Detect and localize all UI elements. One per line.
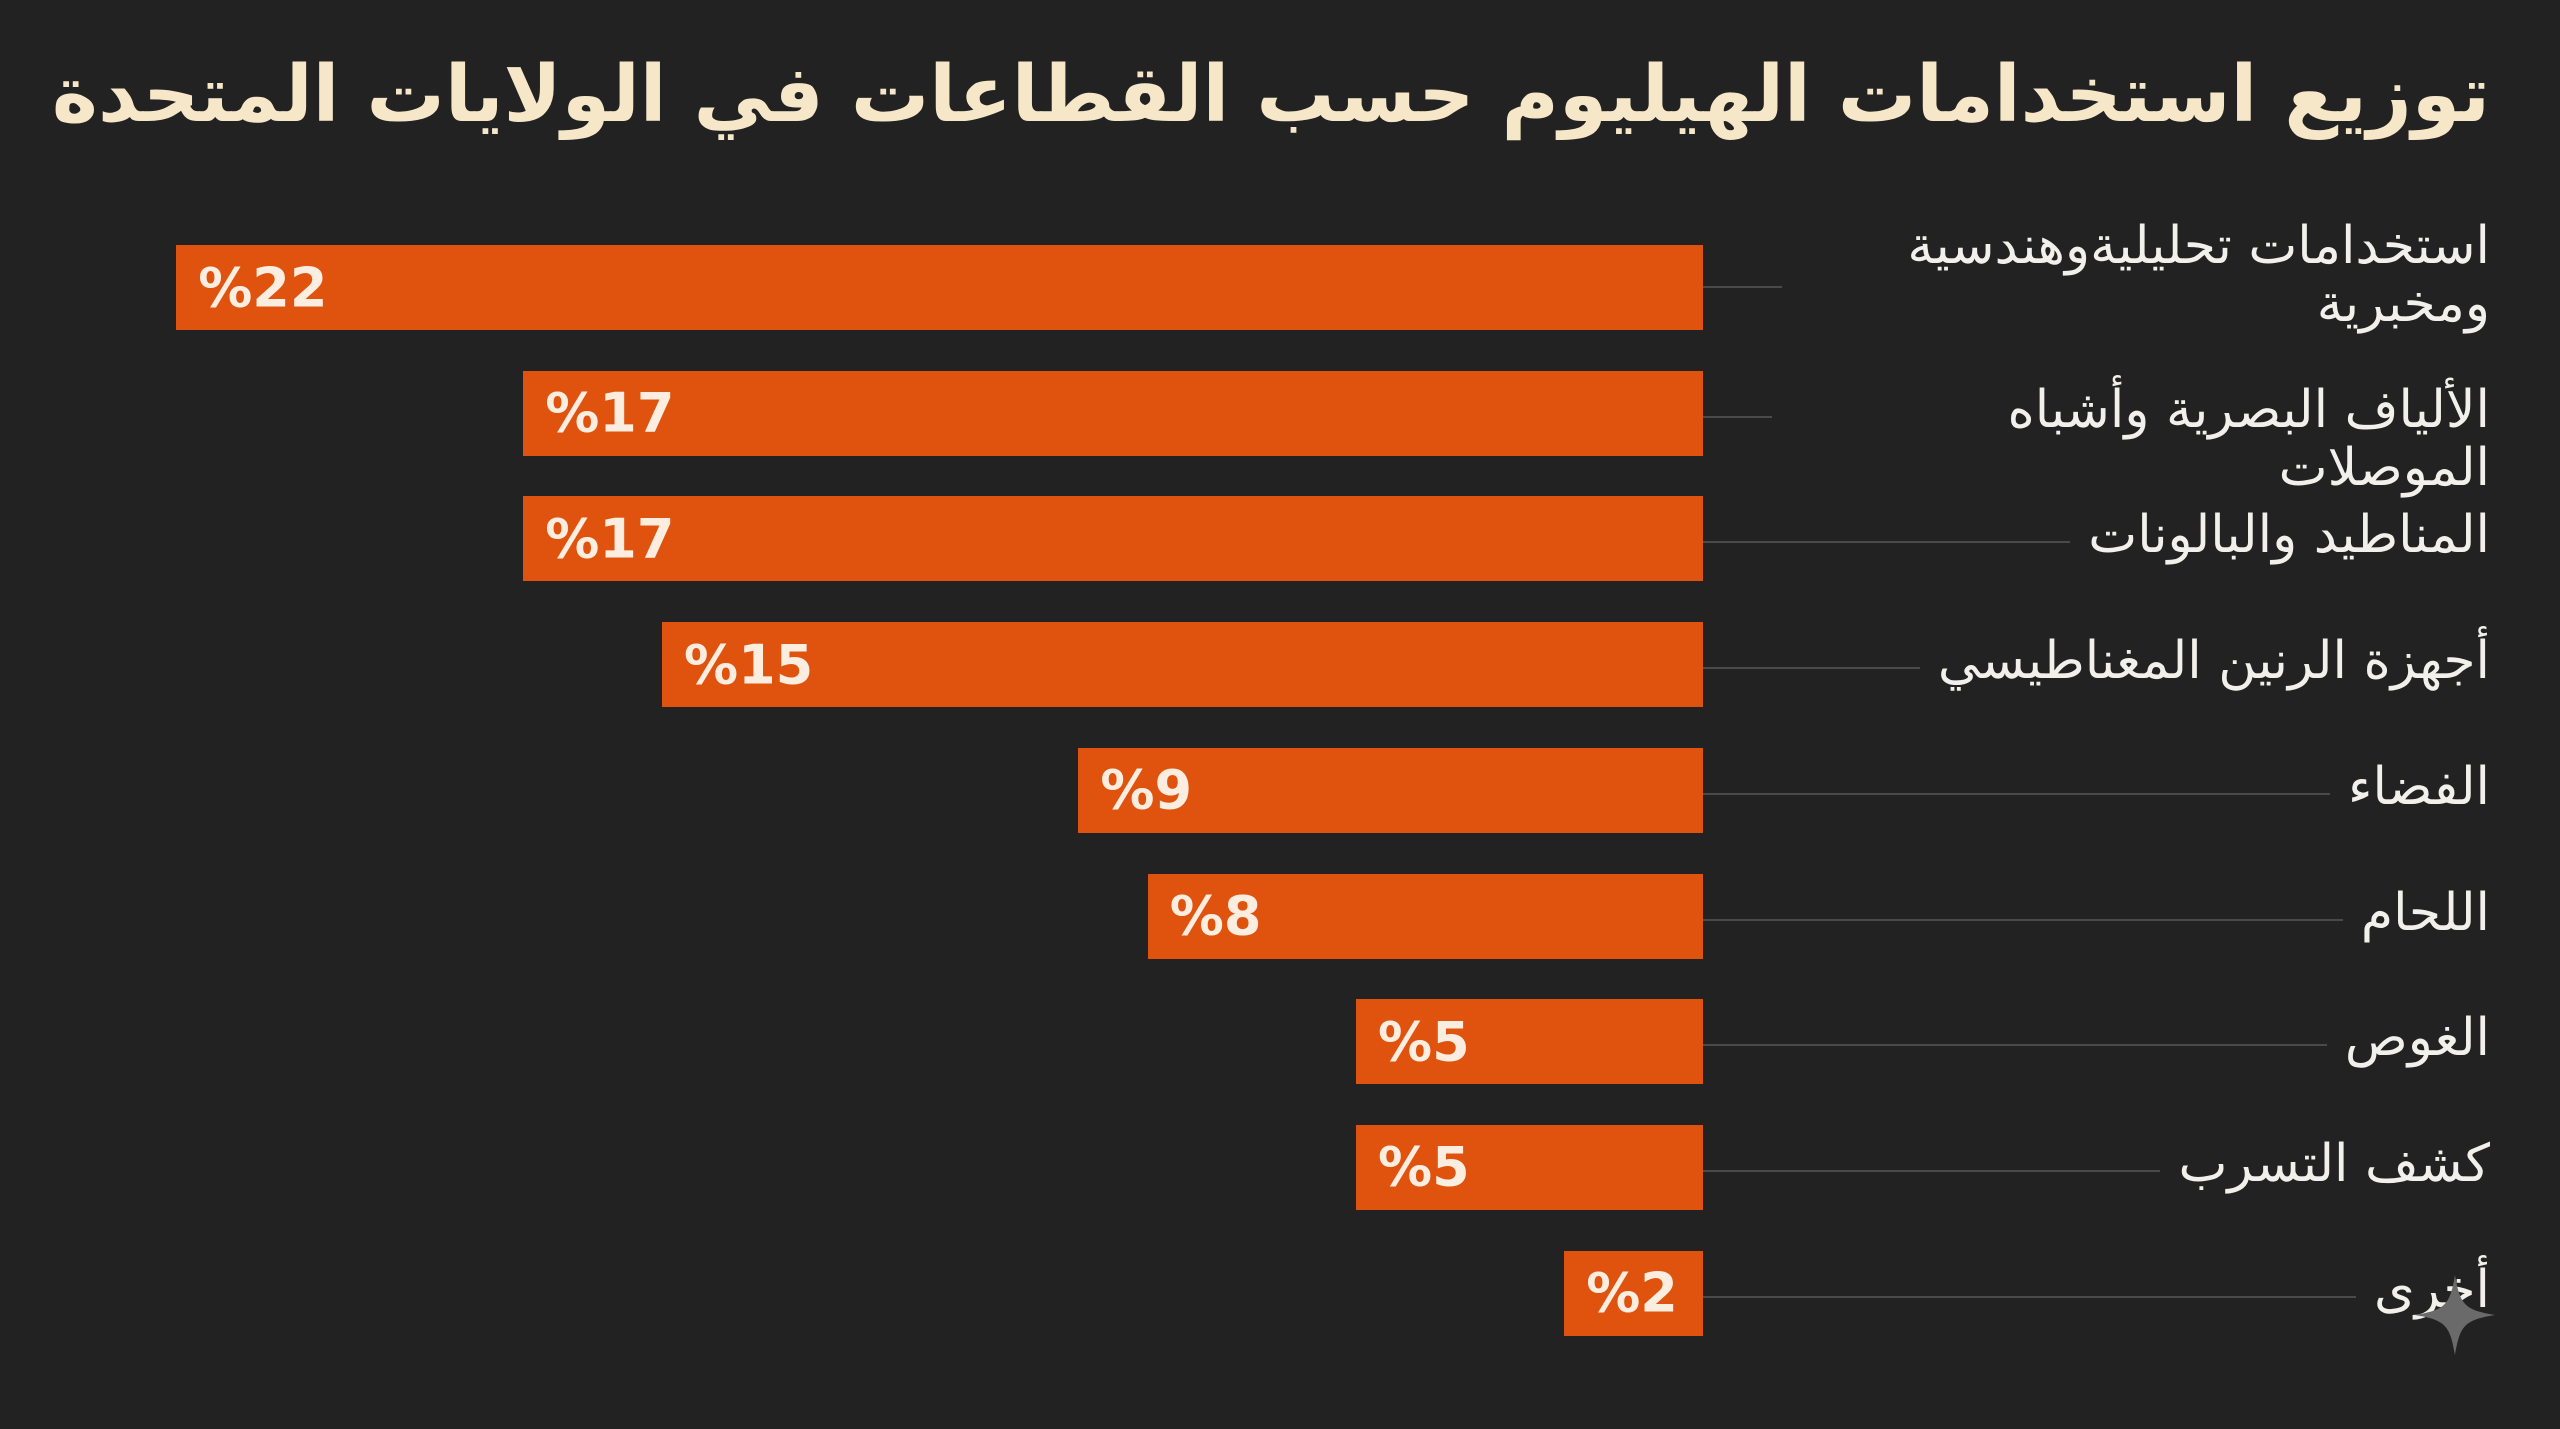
category-label: أجهزة الرنين المغناطيسي (1937, 631, 2490, 692)
bar: %22 (176, 245, 1703, 330)
connector-line (1703, 1295, 2357, 1298)
category-label: الألياف البصرية وأشباه الموصلات (2007, 379, 2490, 498)
data-label: %17 (545, 507, 675, 571)
bar: %15 (662, 622, 1703, 708)
category-row: استخدامات تحليليةوهندسية ومخبرية (1703, 217, 2490, 333)
connector-line (1703, 792, 2331, 795)
category-row: كشف التسرب (1703, 1135, 2490, 1193)
sparkle-watermark-icon (2415, 1275, 2495, 1355)
bar: %17 (523, 496, 1703, 582)
bar: %5 (1356, 999, 1703, 1085)
category-row: الألياف البصرية وأشباه الموصلات (1703, 381, 2490, 497)
category-label: اللحام (2360, 882, 2490, 943)
category-label: المناطيد والبالونات (2088, 505, 2490, 566)
bar: %5 (1356, 1124, 1703, 1210)
data-label: %15 (684, 633, 814, 697)
category-label: الفضاء (2348, 756, 2490, 817)
category-row: أخرى (1703, 1261, 2490, 1319)
chart-title: توزيع استخدامات الهيليوم حسب القطاعات في… (51, 50, 2490, 140)
data-label: %5 (1378, 1010, 1470, 1074)
connector-line (1703, 667, 1920, 670)
category-row: أجهزة الرنين المغناطيسي (1703, 632, 2490, 690)
connector-line (1703, 918, 2343, 921)
data-label: %2 (1586, 1261, 1678, 1325)
connector-line (1703, 541, 2071, 544)
data-label: %22 (198, 256, 328, 319)
connector-line (1703, 1169, 2161, 1172)
bar: %9 (1078, 747, 1703, 833)
data-label: %5 (1378, 1135, 1470, 1199)
category-label: استخدامات تحليليةوهندسية ومخبرية (1907, 216, 2490, 334)
category-label: الغوص (2344, 1008, 2490, 1069)
connector-line (1703, 415, 1772, 418)
bar: %17 (523, 370, 1703, 456)
bar: %8 (1147, 873, 1703, 959)
data-label: %9 (1100, 758, 1193, 822)
data-label: %17 (545, 381, 675, 445)
connector-line (1703, 1044, 2327, 1047)
data-label: %8 (1169, 884, 1262, 948)
category-row: الفضاء (1703, 758, 2490, 816)
category-row: الغوص (1703, 1009, 2490, 1067)
bar: %2 (1564, 1250, 1703, 1336)
category-row: المناطيد والبالونات (1703, 506, 2490, 564)
connector-line (1703, 286, 1782, 288)
category-label: كشف التسرب (2178, 1133, 2490, 1194)
category-row: اللحام (1703, 884, 2490, 942)
